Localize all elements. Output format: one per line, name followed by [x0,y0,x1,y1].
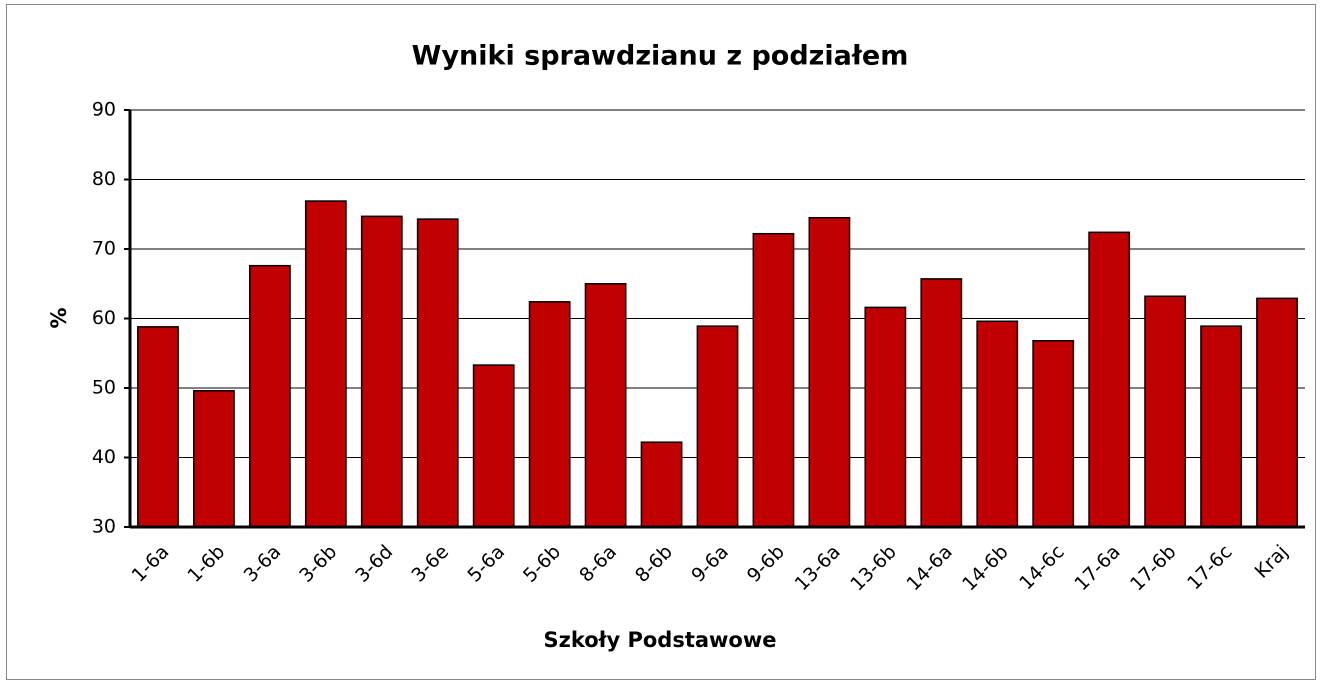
bar [472,364,515,528]
bar [640,441,683,528]
y-tick-label: 50 [92,377,116,399]
bar [193,390,235,528]
bar [696,325,739,528]
bar [360,215,403,528]
y-tick-label: 40 [92,446,116,468]
bar [808,216,851,528]
y-tick-label: 30 [92,516,116,538]
y-axis-title: % [47,307,71,328]
bar [1088,231,1131,528]
bar [1256,297,1298,528]
x-axis-title: Szkoły Podstawowe [544,628,777,652]
chart-title: Wyniki sprawdzianu z podziałem [412,41,909,72]
bar [137,326,179,528]
bar [248,264,291,528]
bar [416,218,459,528]
bar [864,306,907,528]
y-tick-label: 80 [92,168,116,190]
bar [1200,325,1242,528]
y-tick-label: 70 [92,238,116,260]
y-tick-label: 90 [92,99,116,121]
bar [976,320,1019,528]
y-tick-label: 60 [92,307,116,329]
bar [304,200,347,528]
bar [528,301,571,528]
bar [1032,339,1075,528]
bar [920,278,963,528]
bar [1144,295,1187,528]
bar [584,283,627,528]
bar [752,232,795,528]
